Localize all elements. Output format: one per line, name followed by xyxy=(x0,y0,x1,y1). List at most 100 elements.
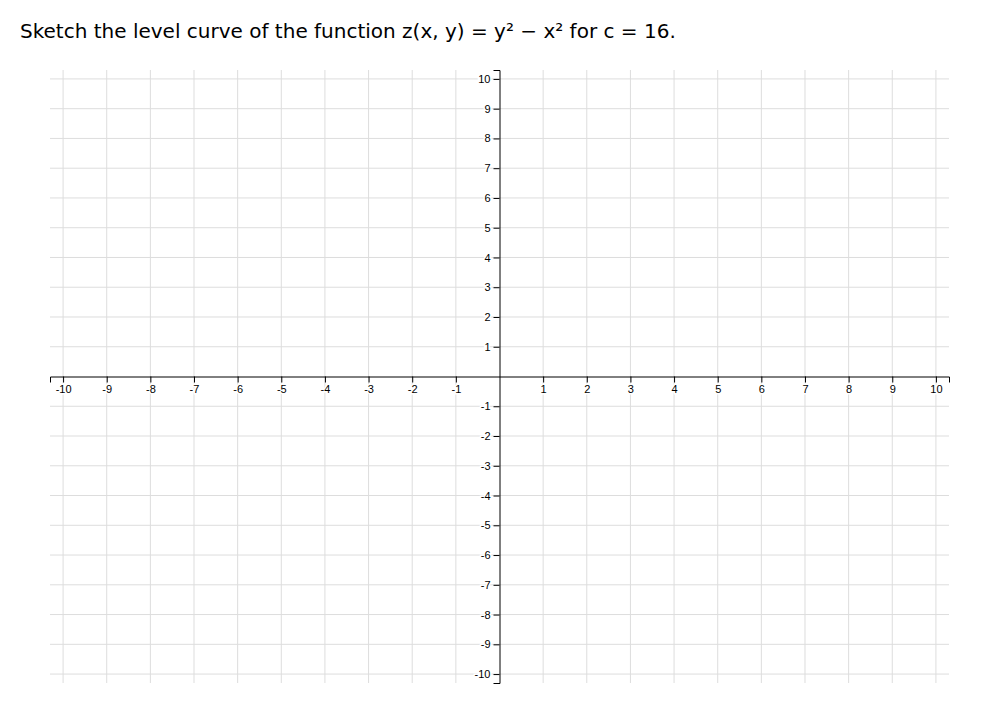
y-tick-label: 2 xyxy=(484,311,490,323)
y-tick: 1 xyxy=(484,341,499,353)
x-tick-mark xyxy=(107,377,108,383)
y-tick: -7 xyxy=(481,579,500,591)
y-tick: -9 xyxy=(481,638,500,650)
y-tick: 5 xyxy=(484,222,499,234)
y-tick: 10 xyxy=(478,73,499,85)
x-tick: 10 xyxy=(930,377,942,396)
y-tick: -2 xyxy=(481,430,500,442)
x-tick-label: -3 xyxy=(364,383,374,395)
y-tick: -8 xyxy=(481,609,500,621)
x-tick-mark xyxy=(892,377,893,383)
x-tick-mark xyxy=(761,377,762,383)
x-tick-mark xyxy=(412,377,413,383)
y-tick-label: 7 xyxy=(484,162,490,174)
x-tick: -3 xyxy=(364,377,374,396)
y-tick-label: 6 xyxy=(484,192,490,204)
x-tick-label: 9 xyxy=(890,383,896,395)
x-tick-label: 5 xyxy=(715,383,721,395)
x-tick-mark xyxy=(238,377,239,383)
y-tick-label: 9 xyxy=(484,103,490,115)
y-tick: -5 xyxy=(481,519,500,531)
y-tick-mark xyxy=(494,436,500,437)
x-tick-mark xyxy=(630,377,631,383)
y-tick: 8 xyxy=(484,132,499,144)
x-tick: -9 xyxy=(102,377,112,396)
x-tick: 1 xyxy=(541,377,547,396)
y-tick-label: 5 xyxy=(484,222,490,234)
x-tick-label: -6 xyxy=(233,383,243,395)
x-tick: 6 xyxy=(759,377,765,396)
x-tick: -1 xyxy=(451,377,461,396)
y-tick: 7 xyxy=(484,162,499,174)
x-tick: 4 xyxy=(672,377,678,396)
y-tick: 9 xyxy=(484,103,499,115)
y-tick-mark xyxy=(494,496,500,497)
y-tick: 6 xyxy=(484,192,499,204)
y-tick-mark xyxy=(494,615,500,616)
y-tick-label: -2 xyxy=(481,430,491,442)
x-tick: -10 xyxy=(56,377,72,396)
y-tick-mark xyxy=(494,555,500,556)
y-tick-label: -10 xyxy=(475,668,491,680)
x-tick: -4 xyxy=(321,377,331,396)
x-tick: 9 xyxy=(890,377,896,396)
y-tick-mark xyxy=(494,228,500,229)
x-tick-mark xyxy=(936,377,937,383)
x-tick-mark xyxy=(543,377,544,383)
x-tick: -2 xyxy=(408,377,418,396)
y-tick-label: -8 xyxy=(481,609,491,621)
x-tick: 8 xyxy=(846,377,852,396)
x-tick-mark xyxy=(456,377,457,383)
y-tick-label: -9 xyxy=(481,638,491,650)
x-tick: 2 xyxy=(584,377,590,396)
y-tick-mark xyxy=(494,525,500,526)
y-tick-label: -3 xyxy=(481,460,491,472)
chart-container: Sketch the level curve of the function z… xyxy=(0,0,999,713)
y-tick: 2 xyxy=(484,311,499,323)
y-tick-label: 1 xyxy=(484,341,490,353)
y-tick-mark xyxy=(494,287,500,288)
x-tick-mark xyxy=(150,377,151,383)
y-tick: -10 xyxy=(475,668,500,680)
y-tick-label: -7 xyxy=(481,579,491,591)
x-tick-label: -7 xyxy=(190,383,200,395)
x-tick-label: -9 xyxy=(102,383,112,395)
chart-svg: Sketch the level curve of the function z… xyxy=(0,0,999,713)
x-tick-mark xyxy=(63,377,64,383)
y-tick-label: 10 xyxy=(478,73,490,85)
x-tick-label: 3 xyxy=(628,383,634,395)
x-tick-mark xyxy=(194,377,195,383)
y-tick-mark xyxy=(494,644,500,645)
y-tick-mark xyxy=(494,198,500,199)
y-tick-label: -1 xyxy=(481,400,491,412)
x-tick: -8 xyxy=(146,377,156,396)
y-tick-mark xyxy=(494,138,500,139)
title: Sketch the level curve of the function z… xyxy=(20,19,676,43)
y-tick-mark xyxy=(494,79,500,80)
x-tick-mark xyxy=(281,377,282,383)
y-tick-label: 3 xyxy=(484,281,490,293)
x-tick: -6 xyxy=(233,377,243,396)
x-tick-mark xyxy=(674,377,675,383)
x-tick-mark xyxy=(587,377,588,383)
x-tick-label: -5 xyxy=(277,383,287,395)
grid xyxy=(50,70,949,683)
y-tick-label: 8 xyxy=(484,132,490,144)
y-tick: 4 xyxy=(484,251,499,263)
y-tick: -3 xyxy=(481,460,500,472)
y-tick-mark xyxy=(494,347,500,348)
y-tick-mark xyxy=(494,257,500,258)
plot-area: -10 -9 -8 -7 -6 -5 -4 -3 -2 -1 1 2 3 4 5 6 7 8 9 10 -10 -9 -8 -… xyxy=(50,70,950,684)
x-tick: 3 xyxy=(628,377,634,396)
y-tick-mark xyxy=(494,109,500,110)
x-tick-label: 8 xyxy=(846,383,852,395)
x-tick: 5 xyxy=(715,377,721,396)
x-tick-mark xyxy=(369,377,370,383)
x-tick-mark xyxy=(325,377,326,383)
x-tick: -7 xyxy=(190,377,200,396)
x-tick-label: 1 xyxy=(541,383,547,395)
y-tick-mark xyxy=(494,585,500,586)
x-tick-label: 4 xyxy=(672,383,678,395)
x-tick-label: -8 xyxy=(146,383,156,395)
y-axis-line xyxy=(494,71,501,684)
